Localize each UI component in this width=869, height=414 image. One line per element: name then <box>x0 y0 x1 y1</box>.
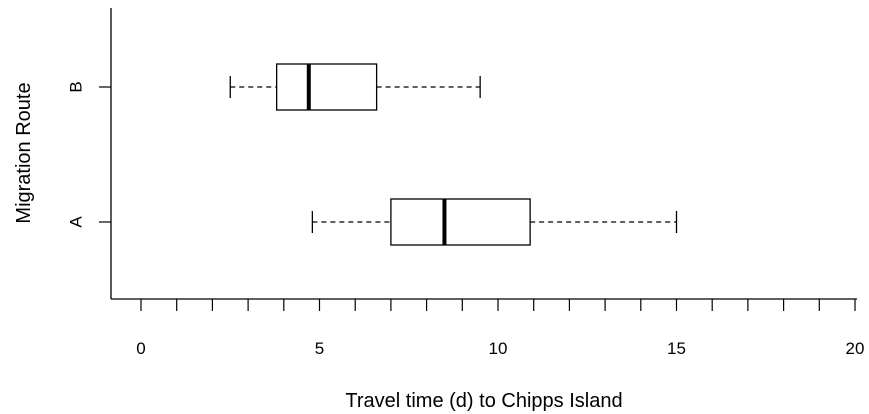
x-tick-label: 5 <box>315 339 324 358</box>
x-tick-label: 15 <box>667 339 686 358</box>
boxplot-series <box>229 63 678 246</box>
x-tick-label: 10 <box>489 339 508 358</box>
x-tick-label: 20 <box>846 339 865 358</box>
y-tick-label: B <box>66 81 85 92</box>
box-b <box>229 63 481 111</box>
box-a <box>311 198 678 246</box>
y-axis-title: Migration Route <box>13 82 35 223</box>
x-axis-ticks: 0 5 10 15 20 <box>136 299 864 358</box>
x-axis-title: Travel time (d) to Chipps Island <box>345 390 622 412</box>
y-axis-ticks: AB <box>66 81 111 228</box>
iqr-box <box>390 198 531 246</box>
x-tick-label: 0 <box>136 339 145 358</box>
iqr-box <box>276 63 378 111</box>
y-tick-label: A <box>66 216 85 228</box>
